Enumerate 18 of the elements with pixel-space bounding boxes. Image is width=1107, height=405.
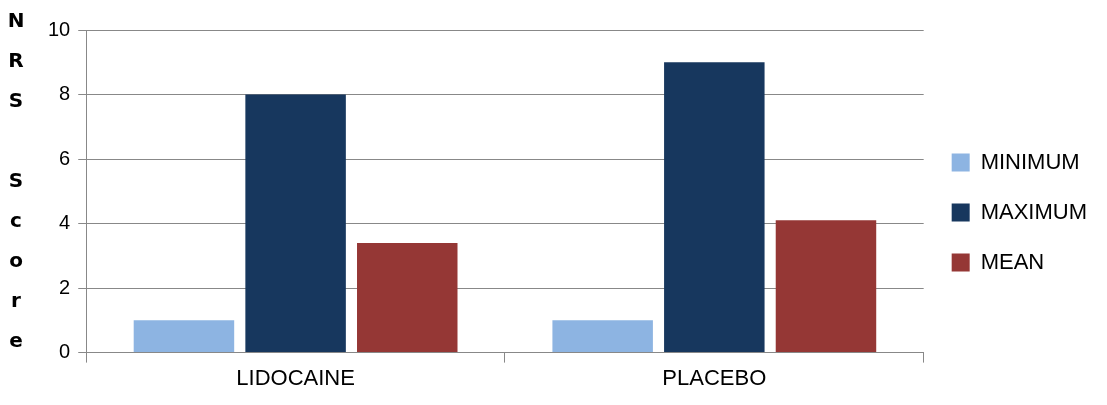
bar <box>133 320 235 353</box>
bar <box>245 94 346 353</box>
y-tick-label: 4 <box>59 211 71 234</box>
y-tick-label: 0 <box>59 340 71 363</box>
y-tick-label: 6 <box>59 146 71 169</box>
legend-label: MINIMUM <box>980 148 1080 174</box>
legend-label: MEAN <box>980 248 1045 274</box>
bar <box>664 62 765 353</box>
y-tick-label: 10 <box>48 17 71 40</box>
bar <box>775 220 877 353</box>
y-tick-label: 2 <box>59 275 71 298</box>
legend-label: MAXIMUM <box>980 198 1087 224</box>
y-axis-title: NRS Score <box>4 8 28 368</box>
y-tick-label: 8 <box>59 82 71 105</box>
bar <box>357 242 458 353</box>
x-tick-label: PLACEBO <box>662 364 767 390</box>
x-tick-label: LIDOCAINE <box>236 364 355 390</box>
bar <box>552 320 653 353</box>
